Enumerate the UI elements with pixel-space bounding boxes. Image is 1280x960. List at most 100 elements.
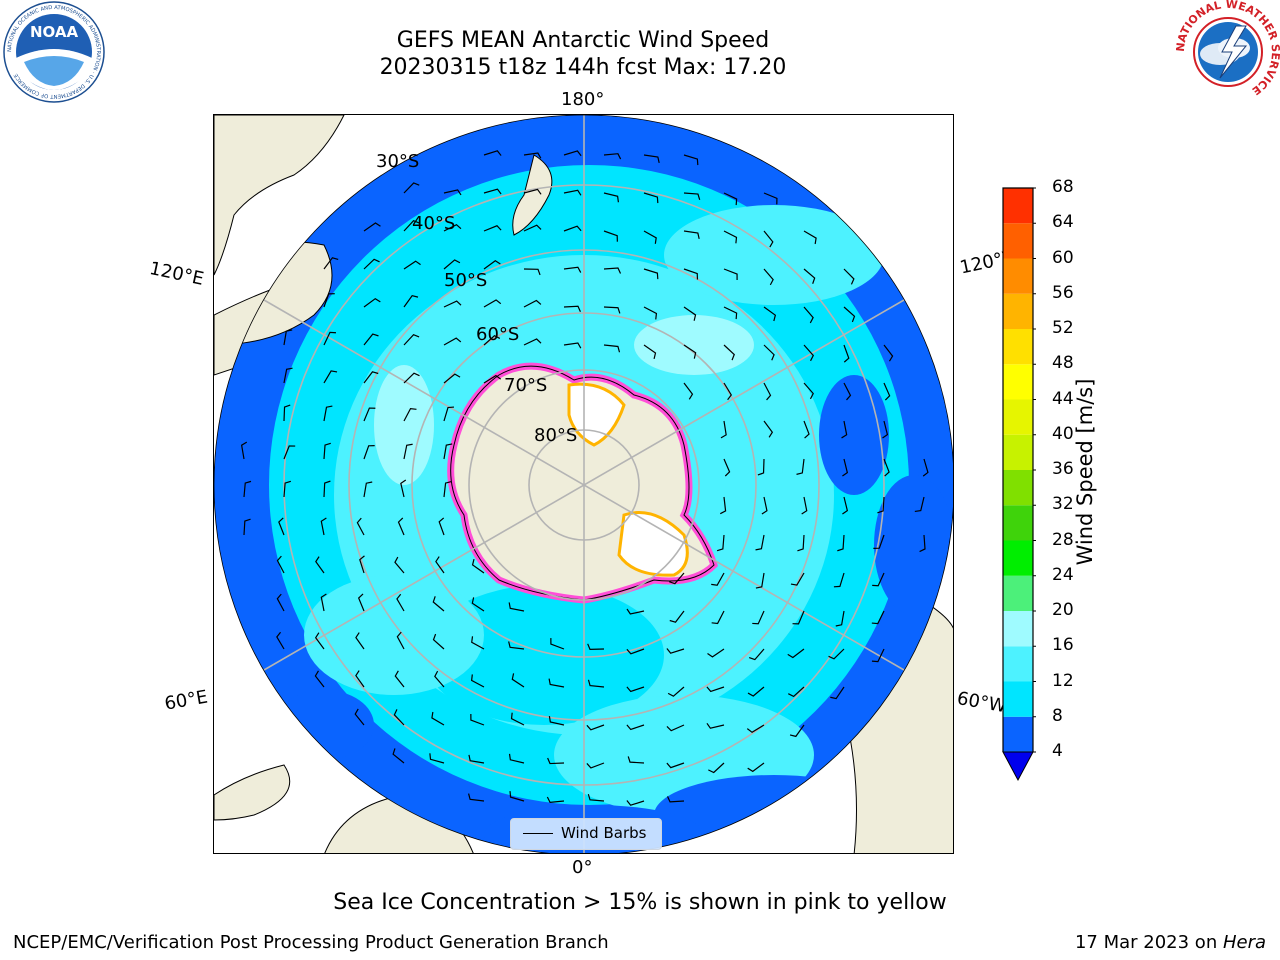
wind-barb [871,610,885,625]
wind-barb [363,481,373,498]
caption: Sea Ice Concentration > 15% is shown in … [333,890,947,915]
footer-credit: NCEP/EMC/Verification Post Processing Pr… [13,932,609,953]
wind-barb [723,268,738,281]
wind-barb [627,756,645,764]
wind-barb [626,608,645,615]
wind-barb [523,224,542,232]
wind-barb [803,420,810,439]
wind-barb [548,678,565,688]
wind-barb [546,796,565,803]
wind-barb [323,442,331,460]
wind-barb [432,633,445,650]
wind-barb [803,268,816,284]
wind-barb [323,480,331,498]
wind-barb [723,306,738,320]
wind-barb [240,441,248,460]
wind-barb [587,793,605,802]
wind-barb [716,534,725,552]
wind-barb [283,367,293,384]
colorbar-band [1003,611,1033,647]
wind-barb [603,230,618,242]
colorbar-tick-label: 60 [1052,247,1074,268]
wind-barb [763,268,774,286]
wind-barb [438,517,445,536]
wind-barb [470,674,485,688]
noaa-logo-text: NOAA [30,23,79,41]
colorbar-tick-label: 32 [1052,494,1074,515]
wind-barb [723,192,738,206]
wind-barb [523,299,542,308]
wind-barb [355,670,365,688]
colorbar-band [1003,223,1033,259]
wind-barb [587,643,605,650]
wind-barb [587,679,605,688]
wind-barb [393,709,405,726]
colorbar-graphic [1002,187,1037,782]
wind-barb [626,800,645,806]
wind-barb [443,337,462,346]
wind-barb [643,154,660,164]
colorbar-extend-arrow [1002,751,1034,782]
wind-barb [746,724,765,734]
wind-barb [396,593,405,612]
wind-barb [801,496,808,515]
wind-barb [510,712,525,726]
wind-barb [276,631,285,650]
wind-barb [707,648,725,658]
wind-barb [443,259,461,270]
colorbar-tick-label: 24 [1052,564,1074,585]
wind-barb [471,636,485,650]
wind-barb [763,192,778,205]
wind-barb [397,517,405,536]
wind-barb [508,753,525,764]
wind-barb [403,260,421,270]
wind-barb [315,556,325,574]
wind-barb [837,534,845,552]
wind-barb [363,222,381,232]
wind-barb [643,192,659,204]
wind-barb [431,711,445,726]
wind-barb [563,305,581,313]
colorbar-tick-label: 64 [1052,212,1074,233]
wind-barb [443,443,453,460]
wind-barb [723,344,735,361]
wind-barb [483,225,502,232]
wind-barb [278,517,285,536]
wind-barb [323,331,337,346]
colorbar-tick-label: 28 [1052,529,1074,550]
wind-barb [747,686,765,697]
wind-barb [667,686,685,697]
wind-barb [797,534,805,552]
wind-barb [763,420,774,438]
wind-barbs [240,150,929,806]
wind-barb [563,342,582,349]
wind-barb [789,724,805,738]
wind-barb [873,534,885,549]
wind-barb [883,344,894,362]
wind-barb [508,602,525,612]
wind-barb [666,724,685,732]
wind-barb [803,382,814,400]
wind-barb [483,188,502,195]
wind-barb [320,593,327,612]
colorbar-band [1003,681,1033,717]
wind-barb [835,610,845,627]
wind-field [214,115,953,853]
wind-barb [706,722,725,729]
wind-barb [443,406,455,422]
colorbar-label: Wind Speed [m/s] [1073,378,1097,566]
wind-barb [511,673,525,688]
wind-barb [842,496,849,515]
wind-barb [882,420,889,439]
wind-barb [403,407,417,422]
wind-barb [841,420,848,439]
wind-barb [666,648,685,654]
colorbar-ticks: 4 8 12 16 20 24 28 32 36 40 44 48 52 56 60 64 68 [1040,0,1100,960]
lat-label-40s: 40°S [412,213,456,234]
wind-barb [643,268,659,280]
colorbar-tick-label: 36 [1052,459,1074,479]
wind-barb [483,260,501,270]
wind-barb [787,648,805,659]
colorbar-tick-label: 52 [1052,318,1074,338]
wind-barb [643,344,657,359]
